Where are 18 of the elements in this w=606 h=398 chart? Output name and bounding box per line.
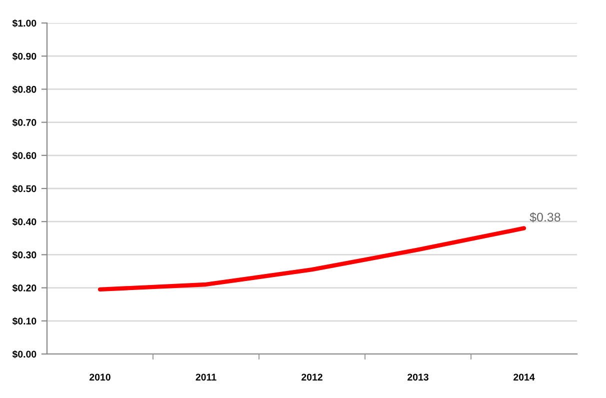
data-label: $0.38 — [530, 212, 560, 222]
line-series — [98, 226, 526, 292]
x-tick-label: 2010 — [90, 374, 110, 381]
y-tick-label: $0.70 — [12, 118, 36, 127]
y-tick-label: $0.50 — [12, 184, 36, 193]
y-tick-label: $0.00 — [12, 350, 36, 358]
y-tick-label: $0.40 — [12, 218, 36, 226]
y-tick-label: $0.20 — [12, 284, 36, 292]
y-tick-label: $1.00 — [12, 19, 36, 28]
x-tick-label: 2012 — [302, 374, 322, 381]
y-tick-label: $0.80 — [12, 86, 36, 94]
y-tick-label: $0.30 — [12, 251, 36, 259]
y-tick-label: $0.90 — [12, 52, 36, 60]
y-tick-label: $0.10 — [12, 317, 36, 326]
x-tick-label: 2011 — [196, 374, 216, 381]
x-tick-label: 2013 — [408, 374, 428, 381]
y-tick-label: $0.60 — [12, 152, 36, 160]
x-tick-label: 2014 — [514, 374, 535, 381]
